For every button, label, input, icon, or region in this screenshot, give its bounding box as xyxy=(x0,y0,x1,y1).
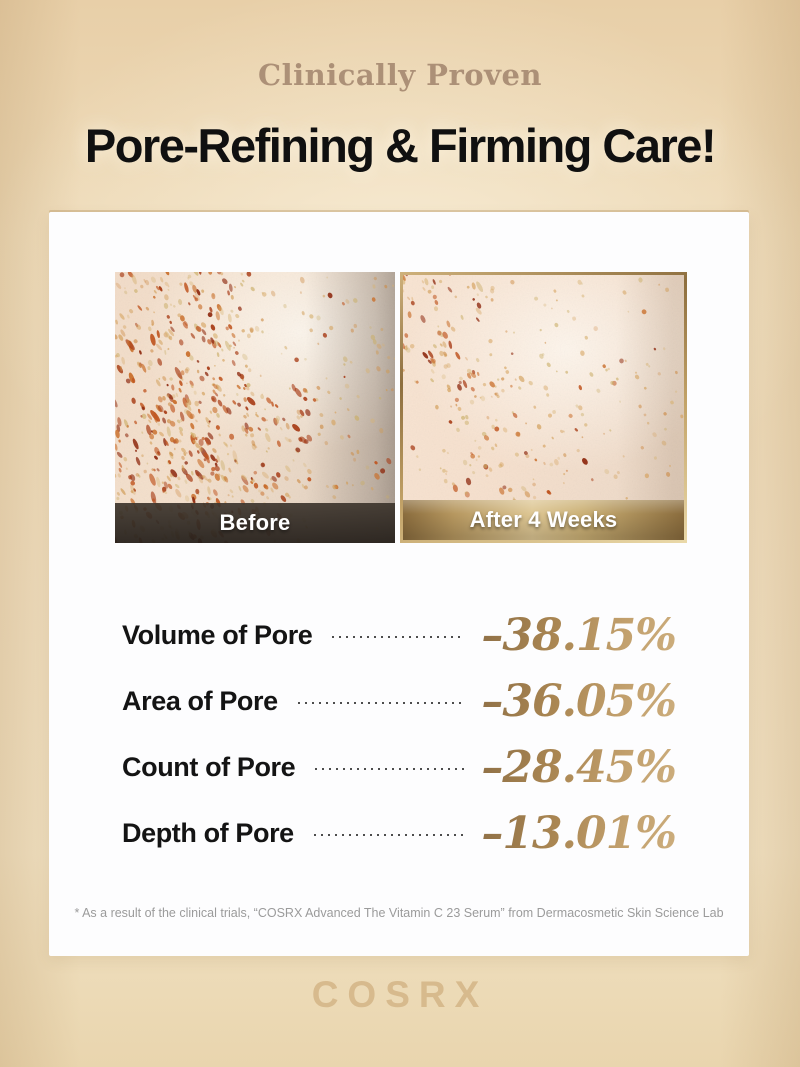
before-after-comparison: Before After 4 Weeks xyxy=(115,272,687,543)
after-image: After 4 Weeks xyxy=(403,275,684,540)
stat-row-volume: Volume of Pore –38.15% xyxy=(122,602,677,668)
stat-label: Area of Pore xyxy=(122,685,278,716)
stat-value: –38.15% xyxy=(481,609,677,661)
stat-value: –36.05% xyxy=(481,675,677,727)
before-label: Before xyxy=(115,503,395,543)
gold-frame: After 4 Weeks xyxy=(400,272,687,543)
before-image: Before xyxy=(115,272,395,543)
dotted-leader xyxy=(297,702,466,704)
cosrx-logo: COSRX xyxy=(311,974,489,1015)
stats-list: Volume of Pore –38.15% Area of Pore –36.… xyxy=(122,602,677,866)
stat-row-depth: Depth of Pore –13.01% xyxy=(122,800,677,866)
after-label: After 4 Weeks xyxy=(403,500,684,540)
stat-label: Depth of Pore xyxy=(122,817,294,848)
dotted-leader xyxy=(315,768,466,770)
stat-label: Volume of Pore xyxy=(122,619,313,650)
eyebrow-text: Clinically Proven xyxy=(258,58,542,92)
stat-row-area: Area of Pore –36.05% xyxy=(122,668,677,734)
after-pores-texture xyxy=(403,275,684,540)
dotted-leader xyxy=(313,834,466,836)
stat-value: –28.45% xyxy=(481,741,677,793)
dotted-leader xyxy=(332,636,466,638)
page-title: Pore-Refining & Firming Care! xyxy=(84,119,717,172)
footnote: * As a result of the clinical trials, “C… xyxy=(74,906,724,920)
stat-label: Count of Pore xyxy=(122,751,296,782)
stat-row-count: Count of Pore –28.45% xyxy=(122,734,677,800)
results-card: Before After 4 Weeks Volume of Pore –38.… xyxy=(49,212,749,956)
stat-value: –13.01% xyxy=(481,807,677,859)
